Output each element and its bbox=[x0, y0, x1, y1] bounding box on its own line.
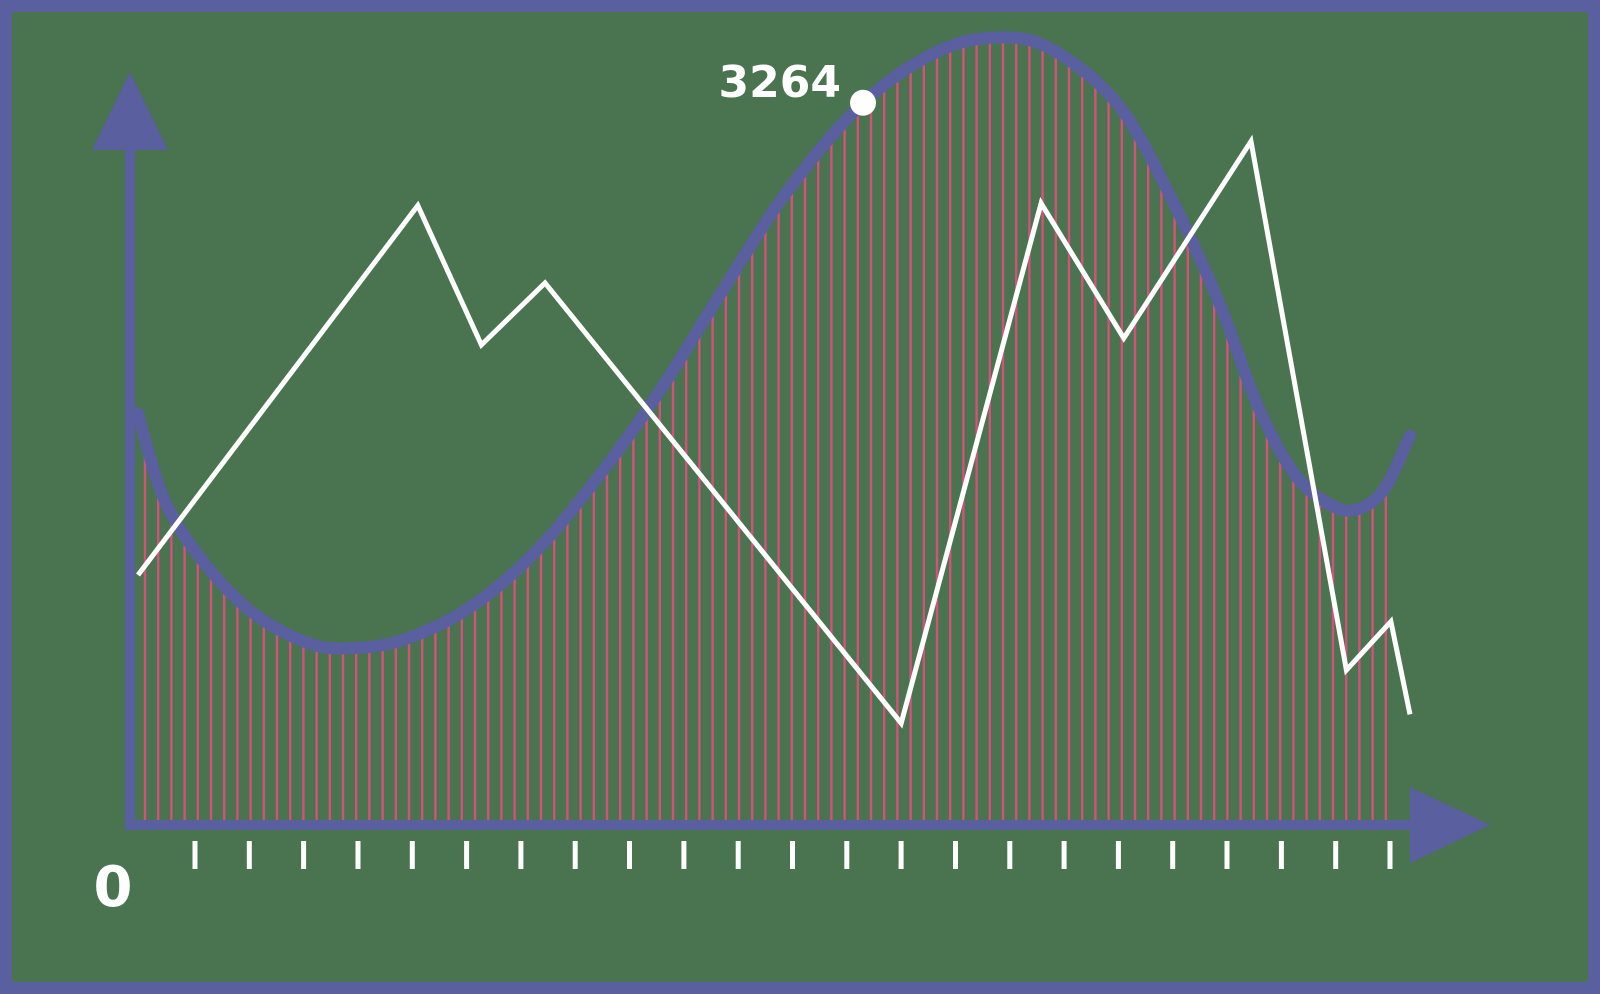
x-axis-arrowhead bbox=[1410, 787, 1490, 863]
y-axis-arrowhead bbox=[92, 72, 168, 150]
annotation-point bbox=[850, 89, 876, 116]
hatch-fill bbox=[143, 41, 1388, 821]
series-zigzag bbox=[136, 134, 1413, 729]
series-curve bbox=[132, 31, 1416, 655]
x-axis-ticks bbox=[192, 841, 1393, 869]
annotation-label: 3264 bbox=[719, 57, 841, 108]
origin-label: 0 bbox=[94, 855, 133, 920]
plot-background bbox=[12, 12, 1588, 982]
